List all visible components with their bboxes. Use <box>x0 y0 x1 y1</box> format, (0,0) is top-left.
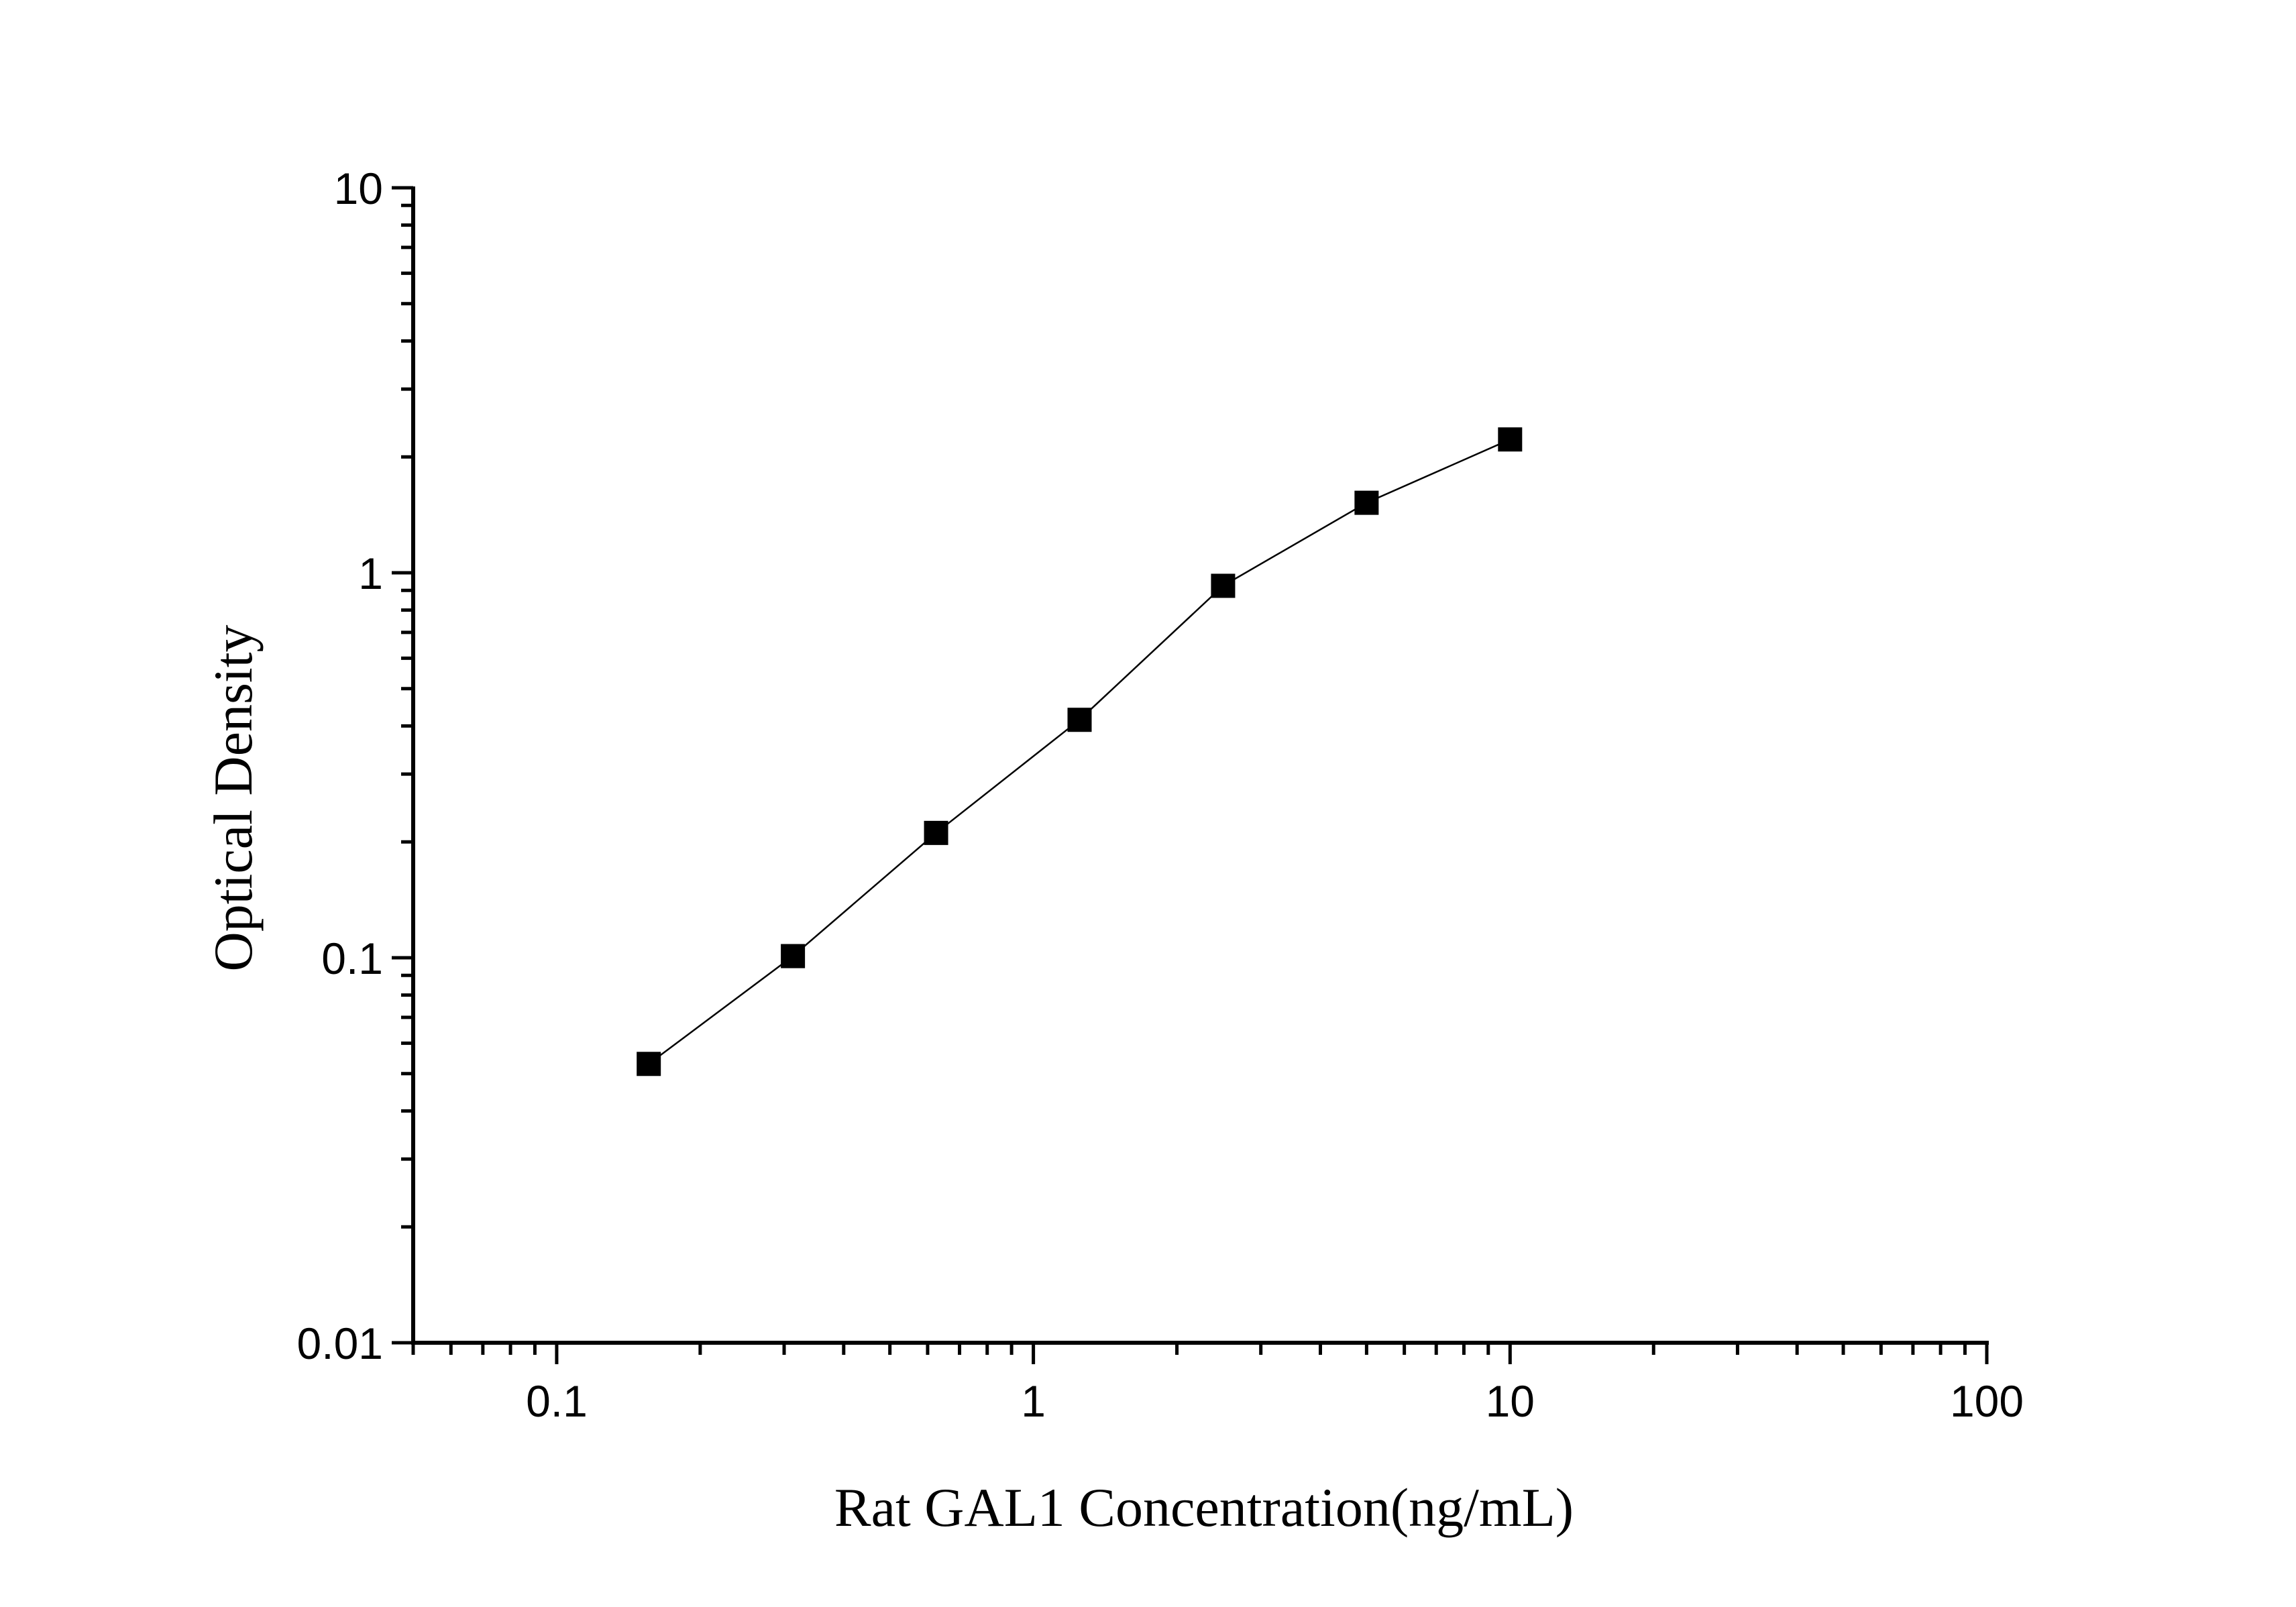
data-point <box>1498 427 1523 452</box>
x-tick-label: 1 <box>1021 1376 1046 1426</box>
axis-ticks <box>392 186 1989 1364</box>
data-point <box>637 1052 661 1076</box>
data-point <box>781 944 806 968</box>
y-tick-label: 10 <box>334 164 383 213</box>
data-point <box>1354 490 1379 515</box>
y-tick-label: 0.01 <box>297 1319 383 1368</box>
x-tick-label: 0.1 <box>526 1376 588 1426</box>
data-point <box>924 820 948 845</box>
tick-labels: 0.1 1 10 100 0.01 0.1 1 10 <box>297 164 2024 1426</box>
y-tick-label: 0.1 <box>321 934 383 983</box>
data-point <box>1211 573 1236 598</box>
data-point <box>1067 708 1092 732</box>
x-tick-label: 10 <box>1486 1376 1535 1426</box>
series-line <box>648 439 1511 1065</box>
axes <box>411 186 1989 1345</box>
x-axis-title: Rat GAL1 Concentration(ng/mL) <box>834 1477 1574 1538</box>
y-axis-title: Optical Density <box>203 625 264 972</box>
y-tick-label: 1 <box>358 549 383 598</box>
series <box>637 427 1523 1076</box>
x-tick-label: 100 <box>1950 1376 2024 1426</box>
